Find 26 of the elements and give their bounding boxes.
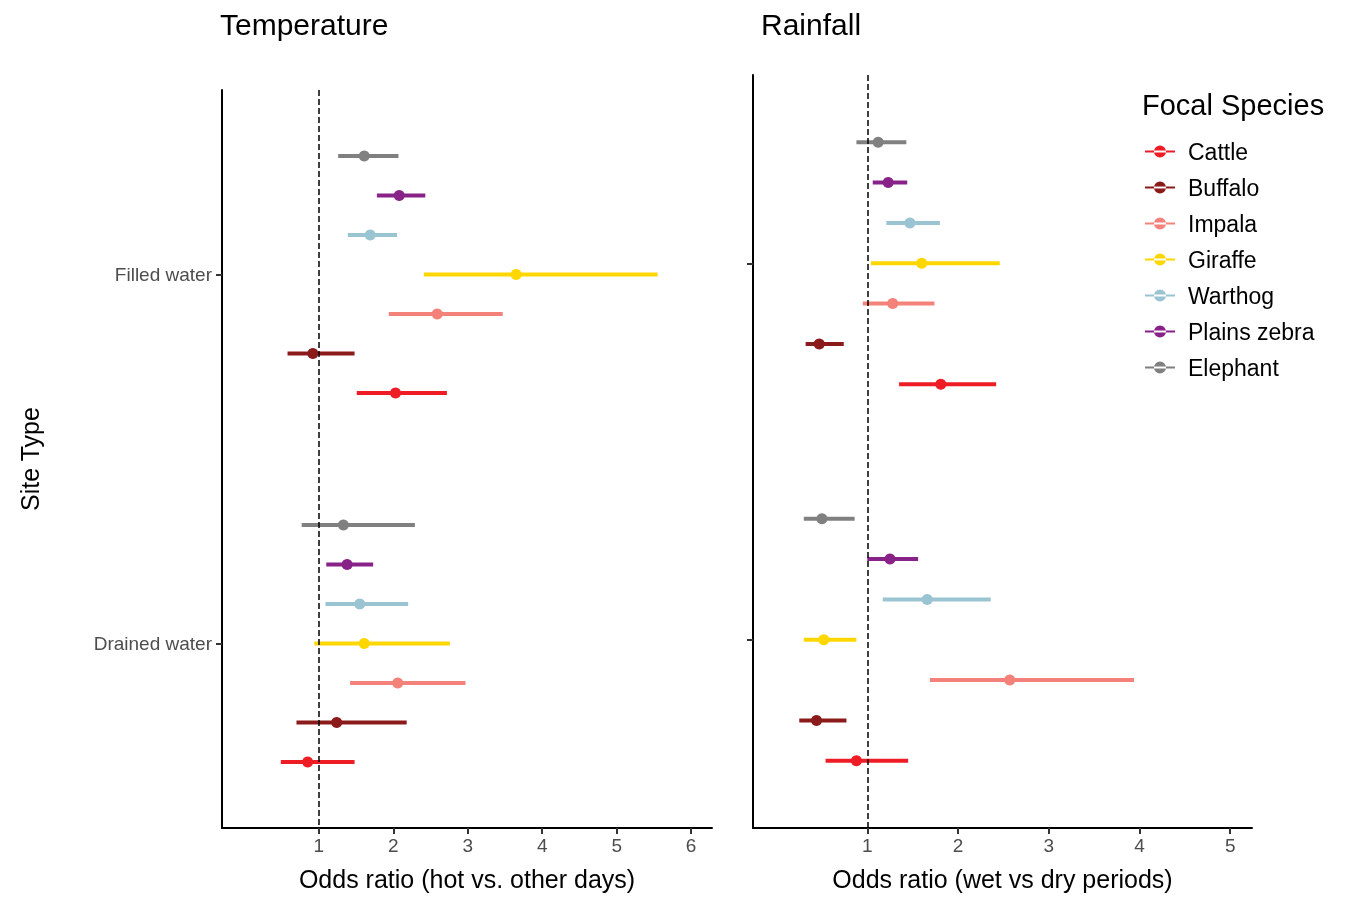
chart-title: Temperature	[220, 7, 389, 41]
x-axis-title: Odds ratio (hot vs. other days)	[298, 864, 636, 893]
x-axis-title: Odds ratio (wet vs dry periods)	[832, 864, 1173, 893]
x-tick-label: 5	[611, 835, 622, 856]
y-tick-label: Filled water	[114, 264, 213, 285]
y-axis-title: Site Type	[15, 407, 44, 511]
x-tick-label: 4	[1134, 835, 1146, 856]
x-tick-label: 1	[313, 835, 325, 856]
x-tick-label: 1	[862, 835, 873, 856]
x-tick-label: 6	[685, 835, 697, 856]
y-tick-label: Drained water	[93, 633, 213, 654]
x-tick-label: 2	[952, 835, 964, 856]
legend-label: Elephant	[1188, 354, 1280, 381]
x-tick-label: 5	[1224, 835, 1236, 856]
chart-title: Rainfall	[761, 7, 862, 41]
legend-label: Plains zebra	[1188, 318, 1315, 345]
x-tick-label: 4	[536, 835, 548, 856]
legend-label: Impala	[1188, 210, 1258, 237]
x-tick-label: 2	[387, 835, 399, 856]
legend-label: Cattle	[1188, 138, 1249, 165]
x-tick-label: 3	[462, 835, 474, 856]
legend-label: Giraffe	[1188, 246, 1257, 273]
legend-label: Buffalo	[1188, 174, 1260, 201]
x-tick-label: 3	[1043, 835, 1055, 856]
legend-label: Warthog	[1188, 282, 1275, 309]
legend-title: Focal Species	[1142, 88, 1325, 121]
